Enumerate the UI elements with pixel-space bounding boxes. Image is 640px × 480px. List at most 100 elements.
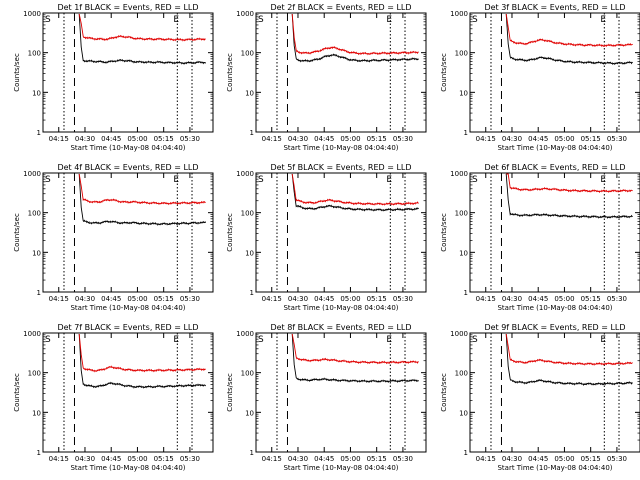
end-marker-label: E <box>600 15 606 25</box>
x-tick-label: 05:00 <box>127 455 147 463</box>
y-tick-label: 1 <box>37 289 41 297</box>
x-tick-label: 04:45 <box>314 135 334 143</box>
y-tick-label: 1000 <box>23 170 41 178</box>
chart-title: Det 8f BLACK = Events, RED = LLD <box>270 323 411 332</box>
x-tick-label: 04:45 <box>101 455 121 463</box>
chart-title: Det 6f BLACK = Events, RED = LLD <box>484 163 625 172</box>
y-tick-label: 1000 <box>450 170 468 178</box>
start-marker-label: S <box>258 15 264 25</box>
y-axis-label: Counts/sec <box>13 53 21 92</box>
y-tick-label: 10 <box>459 249 468 257</box>
plot-frame <box>42 332 214 453</box>
x-tick-label: 05:15 <box>581 135 601 143</box>
x-tick-label: 04:30 <box>502 135 522 143</box>
y-tick-label: 1000 <box>236 170 254 178</box>
x-tick-label: 05:30 <box>393 295 413 303</box>
x-axis-label: Start Time (10-May-08 04:04:40) <box>283 144 398 152</box>
y-tick-label: 10 <box>245 89 254 97</box>
start-marker-label: S <box>45 15 51 25</box>
x-tick-label: 05:15 <box>154 455 174 463</box>
y-axis-label: Counts/sec <box>440 213 448 252</box>
series-line-red <box>505 333 633 366</box>
y-tick-label: 10 <box>32 89 41 97</box>
series-line-black <box>505 333 633 387</box>
chart-panel-3: Det 3f BLACK = Events, RED = LLD 1 10 100 10… <box>440 3 640 152</box>
x-tick-label: 04:15 <box>262 295 282 303</box>
series-line-red <box>291 333 419 365</box>
chart-panel-2: Det 2f BLACK = Events, RED = LLD 1 10 100 10… <box>226 3 427 152</box>
x-tick-label: 05:30 <box>180 455 200 463</box>
series-line-red <box>78 333 206 373</box>
y-tick-label: 1000 <box>236 330 254 338</box>
y-tick-label: 1000 <box>236 10 254 18</box>
x-tick-label: 04:15 <box>49 455 69 463</box>
plot-frame <box>255 332 427 453</box>
x-tick-label: 04:15 <box>49 135 69 143</box>
y-tick-label: 1 <box>250 129 254 137</box>
y-tick-label: 10 <box>32 409 41 417</box>
y-tick-label: 100 <box>28 210 41 218</box>
y-tick-label: 100 <box>28 50 41 58</box>
end-marker-label: E <box>386 335 392 345</box>
start-marker-label: S <box>472 335 478 345</box>
y-tick-label: 1 <box>250 449 254 457</box>
x-tick-label: 04:30 <box>502 455 522 463</box>
x-axis-label: Start Time (10-May-08 04:04:40) <box>497 304 612 312</box>
x-tick-label: 04:45 <box>314 295 334 303</box>
chart-title: Det 9f BLACK = Events, RED = LLD <box>484 323 625 332</box>
y-axis-label: Counts/sec <box>440 373 448 412</box>
series-line-red <box>291 13 419 56</box>
end-marker-label: E <box>600 175 606 185</box>
x-tick-label: 05:30 <box>393 455 413 463</box>
start-marker-label: S <box>45 335 51 345</box>
y-tick-label: 1000 <box>450 10 468 18</box>
end-marker-label: E <box>173 335 179 345</box>
x-axis-label: Start Time (10-May-08 04:04:40) <box>497 144 612 152</box>
end-marker-label: E <box>173 15 179 25</box>
y-tick-label: 100 <box>455 210 468 218</box>
y-tick-label: 1000 <box>450 330 468 338</box>
plot-frame <box>469 332 640 453</box>
y-tick-label: 1 <box>464 449 468 457</box>
chart-title: Det 3f BLACK = Events, RED = LLD <box>484 3 625 12</box>
chart-panel-5: Det 5f BLACK = Events, RED = LLD 1 10 100 10… <box>226 163 427 312</box>
x-tick-label: 05:15 <box>581 455 601 463</box>
y-tick-label: 1 <box>250 289 254 297</box>
plot-frame <box>255 12 427 133</box>
x-tick-label: 05:00 <box>554 135 574 143</box>
y-tick-label: 1 <box>464 129 468 137</box>
x-tick-label: 04:15 <box>476 295 496 303</box>
x-tick-label: 05:30 <box>180 295 200 303</box>
x-tick-label: 05:15 <box>367 455 387 463</box>
series-line-black <box>291 13 419 63</box>
x-axis-label: Start Time (10-May-08 04:04:40) <box>70 144 185 152</box>
x-tick-label: 04:15 <box>262 135 282 143</box>
y-tick-label: 10 <box>459 409 468 417</box>
x-tick-label: 05:15 <box>154 135 174 143</box>
chart-panel-7: Det 7f BLACK = Events, RED = LLD 1 10 100 10… <box>13 323 214 472</box>
x-axis-label: Start Time (10-May-08 04:04:40) <box>283 464 398 472</box>
x-tick-label: 05:15 <box>154 295 174 303</box>
x-tick-label: 05:30 <box>607 135 627 143</box>
series-line-black <box>291 173 419 212</box>
x-tick-label: 05:15 <box>367 135 387 143</box>
series-line-black <box>505 173 633 219</box>
end-marker-label: E <box>386 15 392 25</box>
y-tick-label: 10 <box>245 249 254 257</box>
series-line-black <box>505 13 633 66</box>
series-line-red <box>78 173 206 206</box>
x-tick-label: 05:15 <box>367 295 387 303</box>
start-marker-label: S <box>45 175 51 185</box>
start-marker-label: S <box>258 175 264 185</box>
x-tick-label: 04:15 <box>49 295 69 303</box>
x-tick-label: 05:30 <box>607 455 627 463</box>
y-axis-label: Counts/sec <box>13 373 21 412</box>
x-tick-label: 04:45 <box>314 455 334 463</box>
start-marker-label: S <box>472 15 478 25</box>
x-tick-label: 05:00 <box>340 295 360 303</box>
series-line-black <box>78 13 207 65</box>
x-tick-label: 05:30 <box>180 135 200 143</box>
start-marker-label: S <box>472 175 478 185</box>
y-tick-label: 1000 <box>23 330 41 338</box>
x-axis-label: Start Time (10-May-08 04:04:40) <box>283 304 398 312</box>
